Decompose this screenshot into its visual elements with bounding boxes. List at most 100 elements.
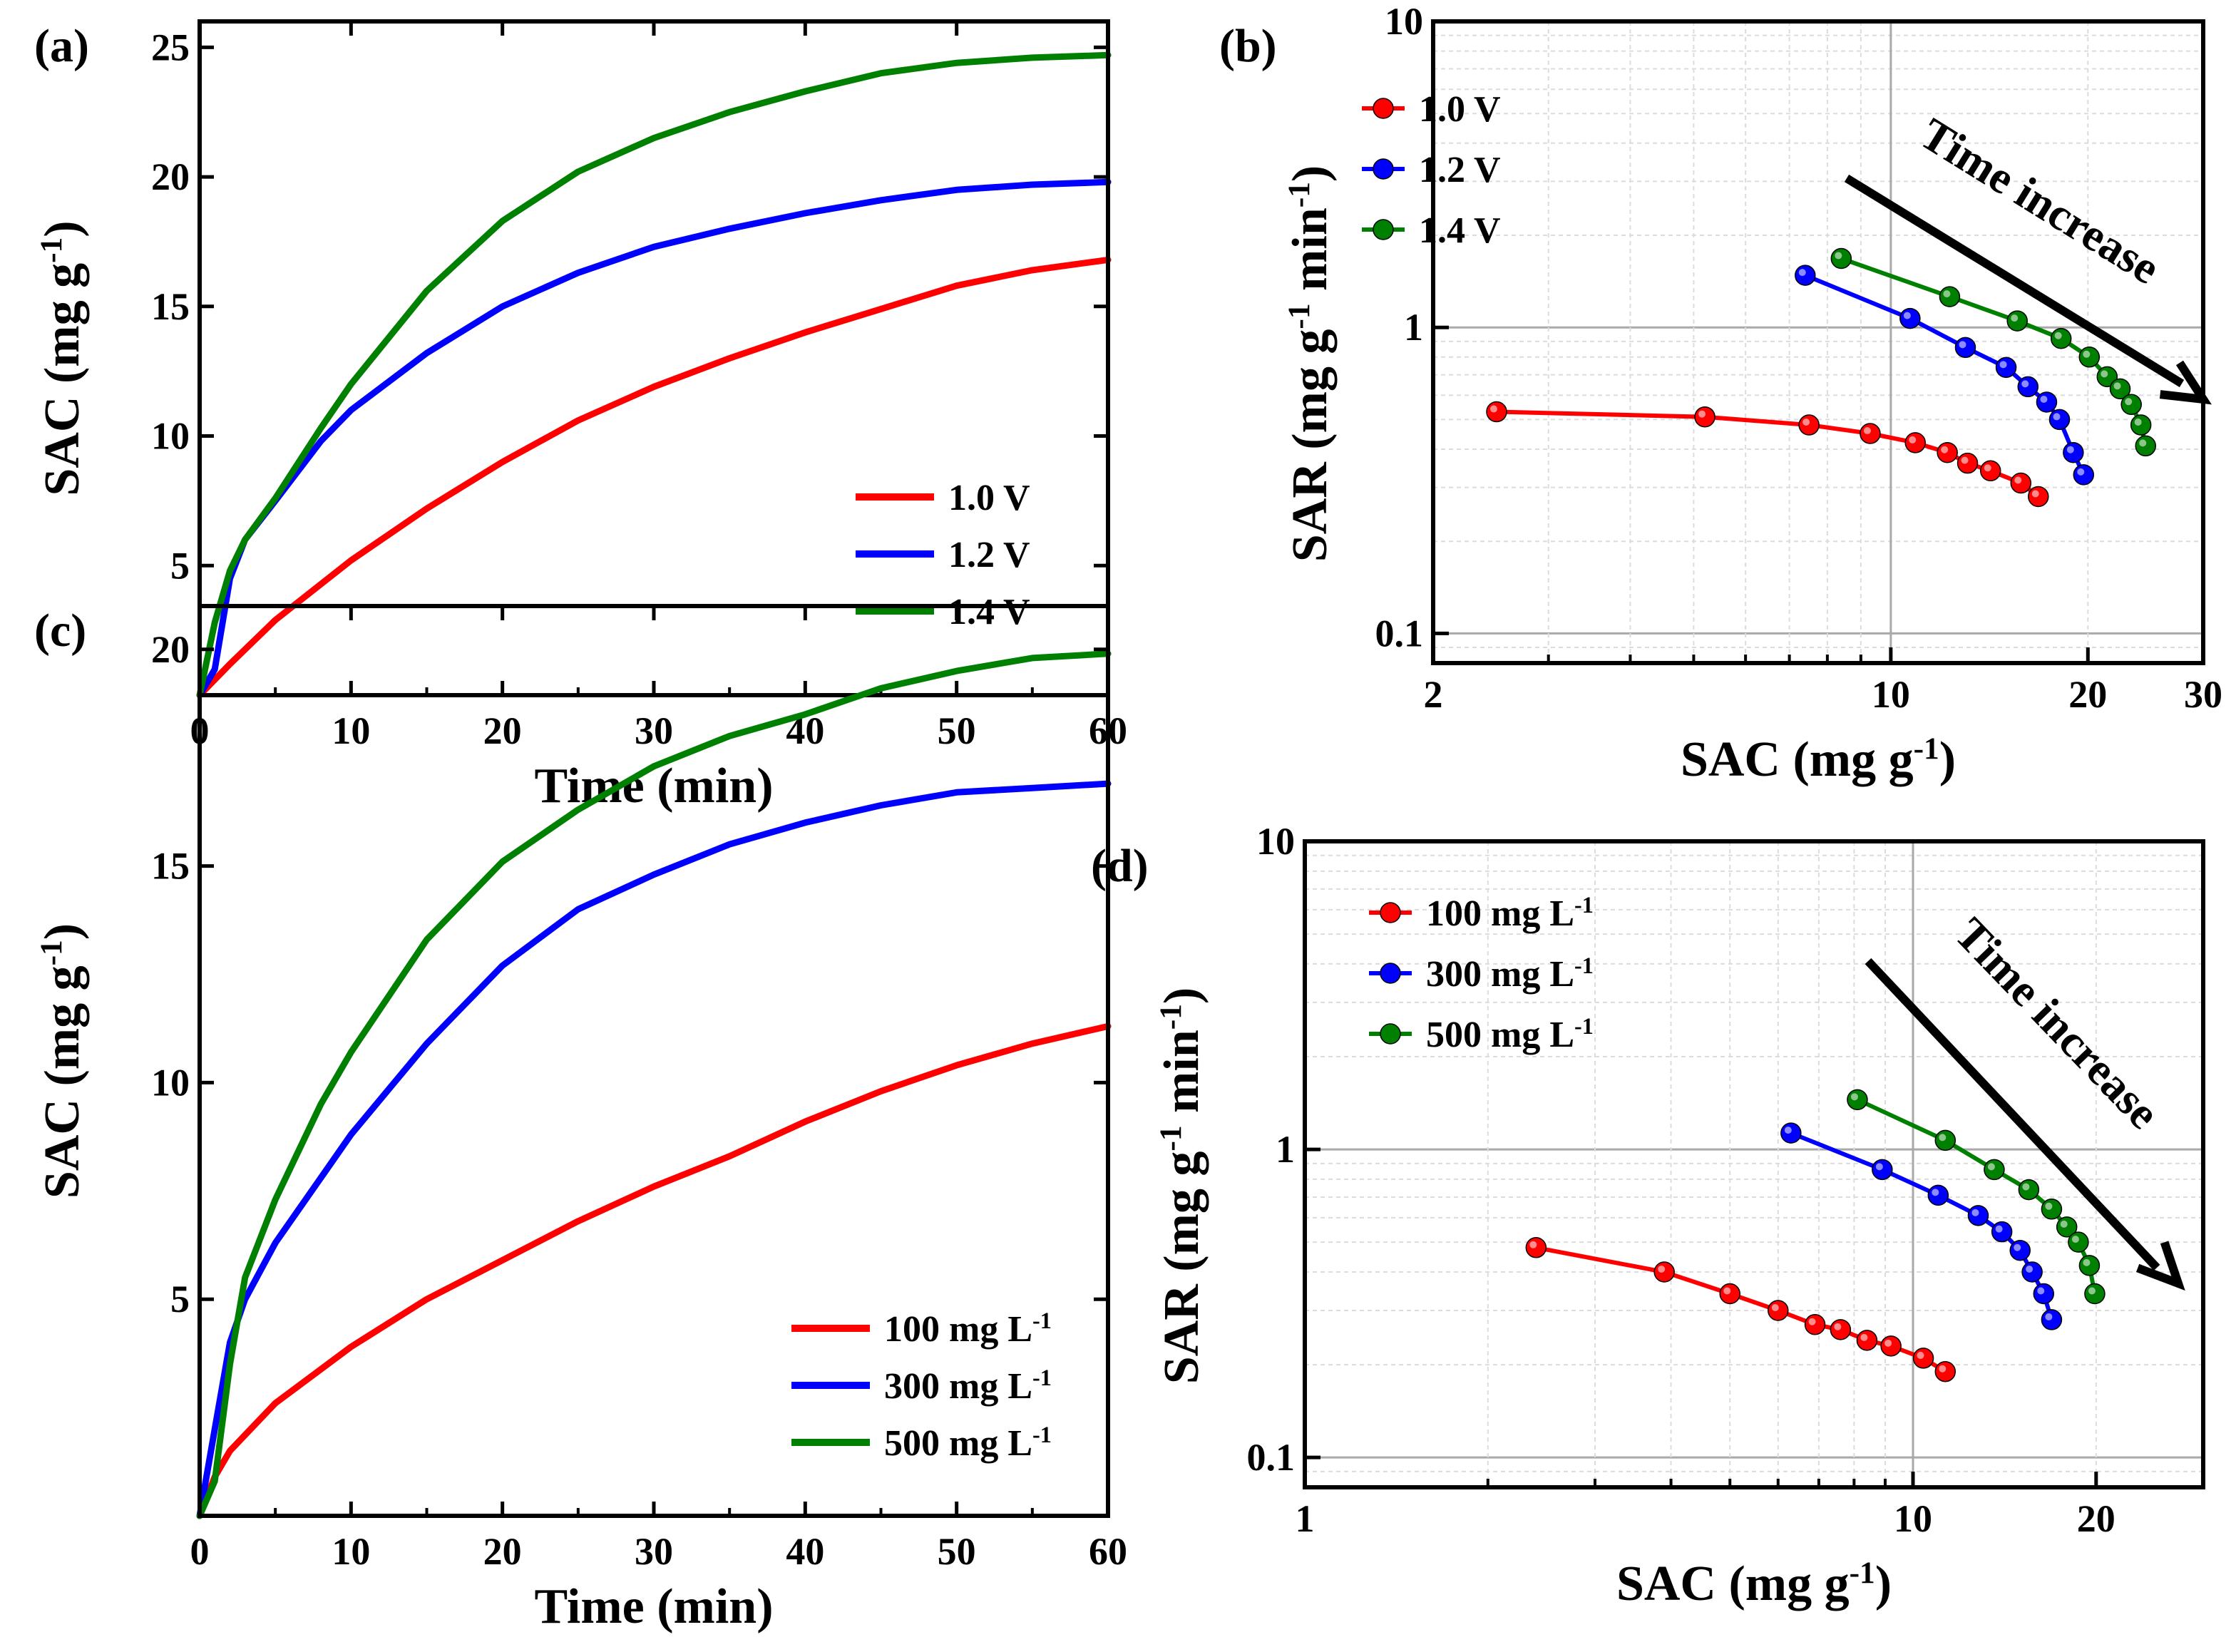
data-point-series-2 <box>2033 1283 2055 1305</box>
x-tick-label: 20 <box>483 709 522 752</box>
y-tick-label: 15 <box>151 285 190 328</box>
data-point-highlight <box>2021 380 2029 388</box>
y-axis-label: SAC (mg g-1) <box>34 220 90 496</box>
data-point-highlight <box>2139 439 2147 447</box>
y-axis-label-part: ) <box>1154 987 1209 1004</box>
data-point-series-2 <box>2009 1239 2031 1261</box>
data-point-series-2 <box>2063 441 2084 463</box>
data-point-series-1 <box>1653 1261 1675 1283</box>
y-tick-label: 0.1 <box>1247 1436 1296 1479</box>
x-axis-label-sup: -1 <box>1914 732 1939 766</box>
legend-label-part: 300 mg L <box>884 1366 1032 1407</box>
data-point-series-3 <box>1830 247 1852 270</box>
y-tick-label: 20 <box>151 155 190 198</box>
data-point-series-1 <box>1694 406 1716 428</box>
legend-label: 500 mg L-1 <box>1426 1013 1594 1055</box>
y-tick-label: 15 <box>151 845 190 888</box>
x-axis-label: SAC (mg g-1) <box>1681 732 1956 787</box>
legend-swatch-marker <box>1380 1023 1401 1045</box>
x-tick-label: 50 <box>938 709 976 752</box>
data-point-series-1 <box>1937 441 1958 463</box>
y-axis-label-part: ) <box>35 220 90 237</box>
panel-label: (c) <box>34 605 86 657</box>
data-point-highlight <box>2071 1236 2079 1243</box>
x-axis-label-sup: -1 <box>1850 1556 1875 1590</box>
data-point-highlight <box>2083 350 2091 358</box>
x-tick-label: 10 <box>332 709 370 752</box>
data-point-highlight <box>2037 1287 2045 1295</box>
y-tick-label: 5 <box>170 1278 190 1320</box>
y-axis-label: SAC (mg g-1) <box>34 923 90 1199</box>
data-point-highlight <box>2066 446 2074 453</box>
data-point-highlight <box>1835 252 1842 260</box>
legend-label: 100 mg L-1 <box>1426 892 1594 934</box>
legend-label: 300 mg L-1 <box>1426 953 1594 995</box>
series-line-1 <box>1535 1245 1947 1374</box>
data-point-highlight <box>2125 398 2133 406</box>
series-line-1 <box>1496 409 2040 498</box>
data-point-series-1 <box>2010 472 2032 494</box>
data-point-series-1 <box>1860 423 1881 444</box>
data-point-highlight <box>1808 1318 1816 1325</box>
x-tick-label: 1 <box>1296 1497 1315 1540</box>
data-point-highlight <box>2060 1220 2068 1228</box>
y-axis-label-part: min <box>1283 207 1338 303</box>
x-tick-label: 10 <box>1872 673 1910 716</box>
data-point-highlight <box>2011 314 2019 322</box>
time-increase-annotation: Time increase <box>1912 108 2168 293</box>
legend-label-part: 1.2 V <box>948 535 1030 575</box>
x-axis-label-part: SAC (mg g <box>1616 1556 1850 1611</box>
legend-label: 100 mg L-1 <box>884 1308 1052 1350</box>
y-tick-label: 1 <box>1276 1128 1295 1171</box>
x-tick-label: 0 <box>190 1530 210 1573</box>
data-point-highlight <box>2053 413 2061 421</box>
data-point-highlight <box>1798 269 1806 277</box>
y-axis-label-part: SAC (mg g <box>35 263 90 496</box>
y-tick-label: 10 <box>151 1061 190 1104</box>
x-tick-label: 60 <box>1089 1530 1127 1573</box>
x-tick-label: 10 <box>1894 1497 1932 1540</box>
data-point-highlight <box>2014 476 2022 484</box>
data-point-series-3 <box>2050 327 2072 349</box>
y-axis-label-sup: -1 <box>1154 1125 1188 1151</box>
data-point-highlight <box>1784 1127 1792 1134</box>
y-tick-label: 10 <box>151 415 190 458</box>
data-point-highlight <box>1489 405 1497 413</box>
data-point-series-3 <box>2018 1179 2040 1201</box>
series-line-2 <box>1790 1131 2054 1320</box>
legend-label-part: 1.4 V <box>1419 210 1501 251</box>
x-tick-label: 20 <box>2077 1497 2116 1540</box>
data-point-highlight <box>1529 1241 1537 1248</box>
data-point-series-1 <box>1525 1237 1547 1258</box>
data-point-highlight <box>2113 382 2121 390</box>
data-point-series-3 <box>1847 1089 1868 1111</box>
series-line-3 <box>196 51 1112 699</box>
x-tick-label: 40 <box>786 1530 824 1573</box>
data-point-series-3 <box>1984 1159 2005 1181</box>
y-axis-label-sup: -1 <box>1282 303 1316 329</box>
data-point-highlight <box>1802 419 1810 426</box>
data-point-highlight <box>1932 1189 1939 1196</box>
series-line-1 <box>196 256 1112 699</box>
data-point-highlight <box>1771 1303 1779 1311</box>
data-point-highlight <box>1917 1351 1924 1359</box>
data-point-series-1 <box>1856 1330 1878 1351</box>
y-axis-label-part: min <box>1154 1030 1209 1125</box>
data-point-series-2 <box>2036 391 2058 413</box>
data-point-highlight <box>1987 1163 1995 1171</box>
data-point-highlight <box>2045 1202 2053 1210</box>
data-point-series-3 <box>1934 1129 1956 1151</box>
x-axis-label: Time (min) <box>534 1579 773 1634</box>
legend-label-part: 100 mg L <box>1426 893 1574 934</box>
data-point-series-1 <box>1768 1300 1789 1321</box>
y-axis-label: SAR (mg g-1 min-1) <box>1154 987 1209 1384</box>
x-tick-label: 30 <box>2184 673 2222 716</box>
data-point-series-1 <box>1719 1283 1740 1305</box>
time-arrow-head <box>2135 1241 2185 1291</box>
legend-label: 1.4 V <box>1419 210 1501 251</box>
time-increase-annotation: Time increase <box>1945 908 2170 1139</box>
